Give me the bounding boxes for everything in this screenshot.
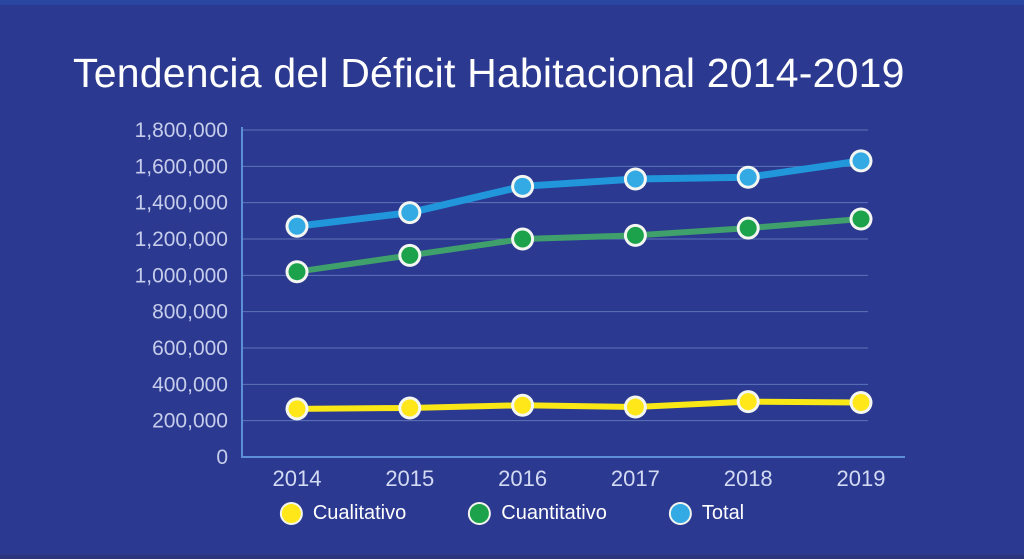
x-tick-label: 2016 [498, 466, 547, 491]
legend-dot-cuantitativo-icon [468, 502, 492, 525]
data-point-cualitativo-2016 [514, 396, 532, 414]
data-point-cuantitativo-2016 [514, 230, 532, 248]
data-point-total-2018 [739, 168, 757, 186]
page-title: Tendencia del Déficit Habitacional 2014-… [73, 50, 905, 96]
data-point-cuantitativo-2014 [288, 263, 306, 281]
legend-item-cuantitativo: Cuantitativo [468, 502, 607, 525]
chart-legend: Cualitativo Cuantitativo Total [279, 502, 745, 525]
legend-item-total: Total [668, 502, 745, 525]
legend-label-cuantitativo: Cuantitativo [501, 502, 607, 524]
data-point-cualitativo-2014 [288, 400, 306, 418]
data-point-cuantitativo-2018 [739, 219, 757, 237]
y-tick-label: 600,000 [152, 337, 228, 360]
legend-dot-total-icon [668, 502, 692, 525]
y-tick-label: 800,000 [152, 301, 228, 324]
x-tick-label: 2018 [724, 466, 773, 491]
data-point-total-2019 [852, 152, 870, 170]
x-tick-label: 2015 [385, 466, 434, 491]
y-tick-label: 200,000 [152, 410, 228, 433]
series-line-cuantitativo [294, 216, 864, 275]
x-tick-label: 2017 [611, 466, 660, 491]
legend-label-total: Total [701, 502, 745, 524]
data-point-cualitativo-2019 [852, 394, 870, 411]
y-tick-label: 400,000 [152, 373, 228, 396]
x-tick-label: 2019 [837, 466, 886, 491]
data-point-total-2015 [401, 204, 419, 222]
bottom-accent-strip [0, 555, 1024, 559]
data-point-total-2014 [288, 217, 306, 235]
data-point-total-2017 [626, 170, 644, 188]
top-accent-strip [0, 0, 1024, 5]
y-tick-label: 1,400,000 [135, 192, 228, 215]
data-point-cualitativo-2017 [626, 398, 644, 416]
data-point-cualitativo-2018 [739, 393, 757, 411]
series-line-cualitativo [294, 398, 864, 412]
data-point-cualitativo-2015 [401, 399, 419, 417]
y-tick-label: 1,600,000 [135, 155, 228, 178]
series-line-total [293, 157, 865, 230]
x-tick-label: 2014 [273, 466, 322, 491]
y-tick-label: 1,000,000 [135, 264, 228, 287]
data-point-cuantitativo-2017 [626, 226, 644, 244]
y-tick-label: 1,200,000 [135, 228, 228, 251]
legend-item-cualitativo: Cualitativo [279, 502, 407, 525]
legend-dot-cualitativo-icon [279, 502, 303, 525]
data-point-cuantitativo-2015 [401, 246, 419, 264]
y-tick-label: 0 [216, 446, 228, 469]
data-point-total-2016 [514, 177, 532, 195]
y-tick-label: 1,800,000 [135, 119, 228, 142]
legend-label-cualitativo: Cualitativo [312, 502, 407, 524]
data-point-cuantitativo-2019 [852, 210, 870, 228]
